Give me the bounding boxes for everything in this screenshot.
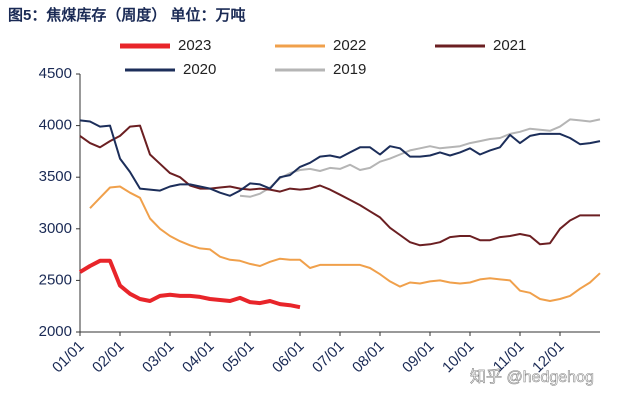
series-line: [79, 124, 600, 247]
x-tick-label: 08/01: [349, 338, 388, 377]
watermark: 知乎 @hedgehog: [470, 368, 594, 386]
series-line: [78, 258, 301, 310]
series-line: [239, 118, 601, 198]
x-tick-label: 03/01: [139, 338, 178, 377]
legend-label: 2022: [333, 37, 366, 54]
x-tick-label: 02/01: [89, 338, 128, 377]
series-line: [89, 185, 601, 302]
x-tick-label: 09/01: [399, 338, 438, 377]
y-tick-label: 3000: [39, 220, 72, 237]
y-tick-label: 4500: [39, 65, 72, 82]
legend-label: 2023: [178, 37, 211, 54]
x-tick-label: 06/01: [269, 338, 308, 377]
x-tick-label: 01/01: [49, 338, 88, 377]
legend-label: 2020: [183, 61, 216, 78]
legend-label: 2021: [493, 37, 526, 54]
legend-label: 2019: [333, 61, 366, 78]
series-line: [79, 119, 601, 197]
y-tick-label: 3500: [39, 168, 72, 185]
x-tick-label: 05/01: [219, 338, 258, 377]
x-tick-label: 04/01: [179, 338, 218, 377]
y-tick-label: 2000: [39, 323, 72, 340]
y-tick-label: 2500: [39, 271, 72, 288]
x-tick-label: 07/01: [309, 338, 348, 377]
chart-title: 图5：焦煤库存（周度） 单位：万吨: [8, 6, 246, 24]
y-tick-label: 4000: [39, 117, 72, 134]
